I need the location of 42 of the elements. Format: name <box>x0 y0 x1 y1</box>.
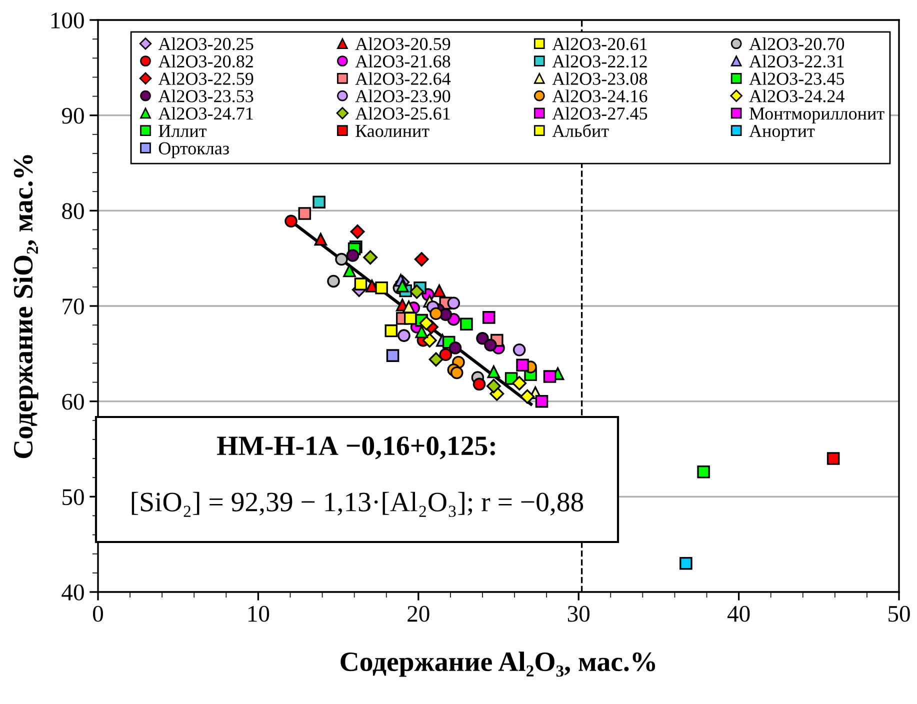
legend-label: Анортит <box>749 124 815 141</box>
x-tick-label: 10 <box>248 606 270 622</box>
y-tick-label: 60 <box>62 394 84 410</box>
annotation: НМ-Н-1А −0,16+0,125: <box>217 436 495 460</box>
legend-label: Ортоклаз <box>158 142 229 158</box>
legend-label: Альбит <box>552 124 609 138</box>
legend-label: Al2O3-22.59 <box>158 72 254 85</box>
legend-label: Al2O3-27.45 <box>552 106 648 120</box>
y-tick-label: 70 <box>62 298 84 314</box>
x-tick-label: 50 <box>888 606 910 622</box>
legend-label: Al2O3-22.64 <box>355 72 451 85</box>
y-tick-label: 80 <box>62 203 84 220</box>
legend-label: Каолинит <box>356 125 430 138</box>
x-tick-label: 40 <box>727 606 750 622</box>
legend-label: Al2O3-20.25 <box>158 37 254 50</box>
legend-label: Al2O3-20.82 <box>158 54 253 68</box>
legend-label: Al2O3-23.08 <box>552 72 648 85</box>
y-axis-title: Содержание SiO₂, мас.% <box>13 155 38 458</box>
legend-label: Al2O3-23.45 <box>749 72 844 85</box>
legend-label: Al2O3-25.61 <box>355 106 450 120</box>
legend-label: Al2O3-20.61 <box>552 37 647 50</box>
y-tick-label: 90 <box>62 108 84 124</box>
y-tick-label: 40 <box>62 584 84 600</box>
legend-label: Al2O3-23.90 <box>355 90 450 102</box>
legend-label: Al2O3-22.12 <box>552 54 647 68</box>
x-tick-label: 0 <box>92 606 104 622</box>
legend-label: Al2O3-21.68 <box>355 54 450 68</box>
legend-label: Al2O3-20.59 <box>355 37 450 50</box>
legend-label: Монтмориллонит <box>749 108 884 124</box>
x-axis-title: Содержание Al₂O₃, мас.% <box>340 652 656 677</box>
y-tick-label: 100 <box>51 12 84 28</box>
x-tick-label: 30 <box>568 606 590 622</box>
legend-label: Al2O3-24.71 <box>158 106 253 120</box>
x-tick-label: 20 <box>408 606 430 622</box>
legend-label: Al2O3-24.24 <box>749 90 844 102</box>
legend-label: Иллит <box>158 125 206 138</box>
y-tick-label: 50 <box>62 489 84 506</box>
legend-label: Al2O3-20.70 <box>749 37 844 50</box>
annotation: [SiO₂] = 92,39 − 1,13·[Al₂O₃]; r = −0,88 <box>132 492 584 517</box>
legend-label: Al2O3-23.53 <box>158 90 254 102</box>
legend-label: Al2O3-22.31 <box>749 54 844 68</box>
legend-label: Al2O3-24.16 <box>552 90 648 102</box>
